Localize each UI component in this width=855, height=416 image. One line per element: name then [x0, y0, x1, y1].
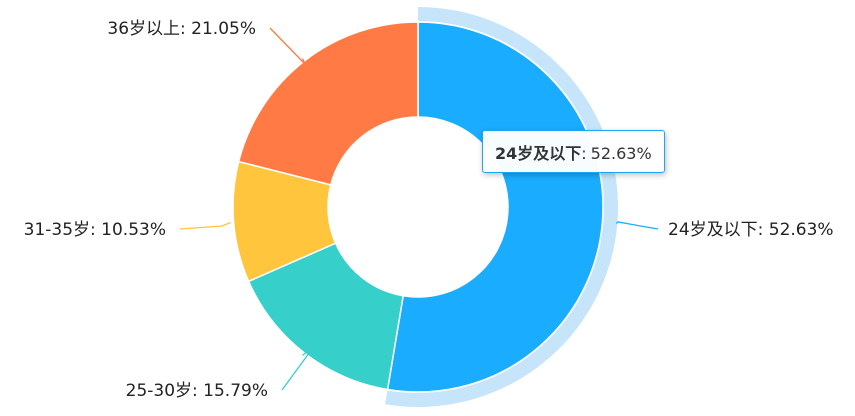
tooltip-name: 24岁及以下 [495, 144, 582, 163]
slice-1-label: 24岁及以下: 52.63% [668, 220, 834, 240]
tooltip-separator: : [581, 144, 587, 163]
slice-1-label-line [615, 221, 659, 230]
slice-2[interactable] [247, 242, 405, 391]
slice-2-label: 25-30岁: 15.79% [126, 381, 268, 401]
slice-3-label: 31-35岁: 10.53% [24, 220, 166, 240]
tooltip-value: 52.63% [590, 144, 652, 163]
chart-tooltip: 24岁及以下: 52.63% [482, 130, 665, 173]
slice-4-label-line [269, 27, 306, 65]
slice-2-label-line [281, 344, 316, 391]
slice-1[interactable] [386, 21, 604, 393]
slice-4[interactable] [237, 21, 419, 186]
slice-3-label-line [179, 221, 231, 230]
slice-4-label: 36岁以上: 21.05% [107, 19, 256, 39]
